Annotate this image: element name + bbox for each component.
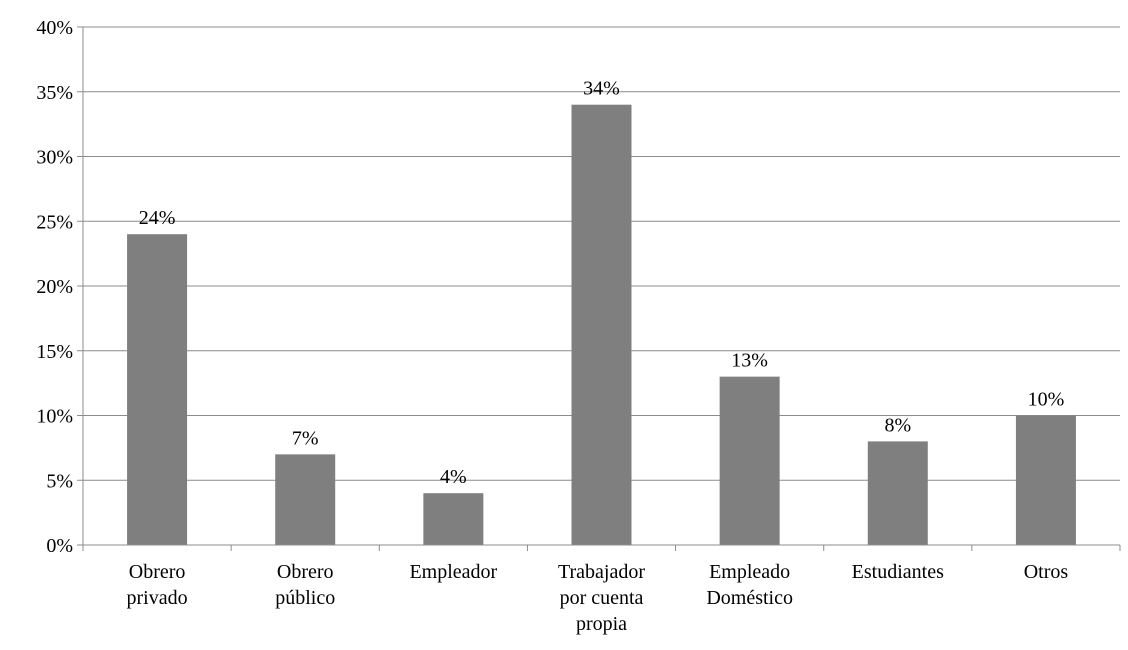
- y-tick-label: 20%: [36, 276, 73, 298]
- data-label: 13%: [731, 350, 768, 372]
- x-category-label: privado: [127, 587, 188, 609]
- data-label: 10%: [1028, 389, 1065, 411]
- data-label: 8%: [884, 414, 911, 436]
- data-label: 4%: [440, 466, 467, 488]
- data-labels: 24% 7% 4% 34% 13% 8% 10%: [139, 78, 1065, 489]
- y-tick-label: 10%: [36, 406, 73, 428]
- bar: [867, 441, 928, 545]
- y-tick-label: 25%: [36, 211, 73, 233]
- y-tick-label: 40%: [36, 17, 73, 39]
- x-category-label: Trabajador: [558, 561, 645, 583]
- bar: [275, 454, 336, 545]
- bar: [719, 376, 780, 545]
- data-label: 34%: [583, 78, 620, 100]
- y-tick-label: 5%: [46, 470, 73, 492]
- x-category-label: por cuenta: [560, 587, 644, 609]
- x-category-label: público: [275, 587, 335, 609]
- x-category-label: Obrero: [277, 561, 334, 583]
- x-category-label: Empleado: [709, 561, 790, 583]
- bar: [571, 104, 632, 545]
- y-tick-labels: 0% 5% 10% 15% 20% 25% 30% 35% 40%: [36, 17, 73, 557]
- bar: [423, 493, 484, 545]
- x-category-label: propia: [576, 613, 627, 635]
- data-label: 7%: [292, 427, 319, 449]
- x-category-label: Empleador: [409, 561, 497, 583]
- y-tick-label: 35%: [36, 82, 73, 104]
- bars: [127, 104, 1076, 545]
- y-tick-label: 30%: [36, 147, 73, 169]
- x-category-label: Doméstico: [706, 587, 793, 609]
- y-tick-label: 0%: [46, 535, 73, 557]
- bar: [1015, 415, 1076, 545]
- x-category-label: Estudiantes: [852, 561, 944, 583]
- x-category-label: Obrero: [129, 561, 186, 583]
- y-tick-label: 15%: [36, 341, 73, 363]
- x-category-labels: Obrero privado Obrero público Empleador Traba…: [127, 561, 1069, 635]
- x-category-label: Otros: [1024, 561, 1069, 583]
- data-label: 24%: [139, 207, 176, 229]
- bar: [127, 234, 188, 545]
- axes: [77, 26, 1121, 551]
